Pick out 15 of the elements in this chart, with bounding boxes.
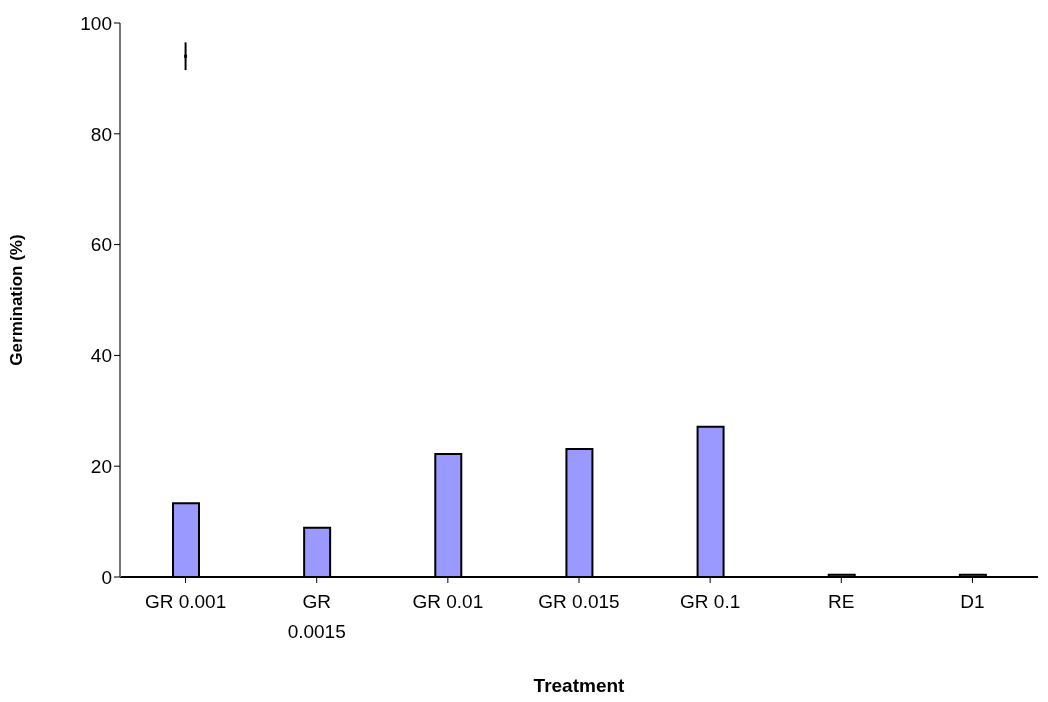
y-axis-title: Germination (%) (7, 234, 27, 366)
x-tick-label: GR 0.015 (538, 591, 620, 613)
y-tick-label: 100 (80, 12, 112, 34)
y-tick-label: 40 (90, 345, 112, 367)
x-tick-label: RE (828, 591, 855, 613)
x-tick-label: GR 0.0015 (287, 591, 346, 643)
x-axis-title: Treatment (533, 675, 626, 696)
y-tick-label: 20 (90, 455, 112, 477)
x-tick-label: GR 0.01 (412, 591, 484, 613)
y-tick-label: 60 (90, 234, 112, 256)
y-tick-label: 80 (90, 123, 112, 145)
x-tick-label: D1 (960, 591, 985, 613)
x-tick-label: GR 0.001 (144, 591, 227, 613)
x-tick-label: GR 0.1 (680, 591, 741, 613)
y-tick-label: 0 (101, 566, 112, 588)
